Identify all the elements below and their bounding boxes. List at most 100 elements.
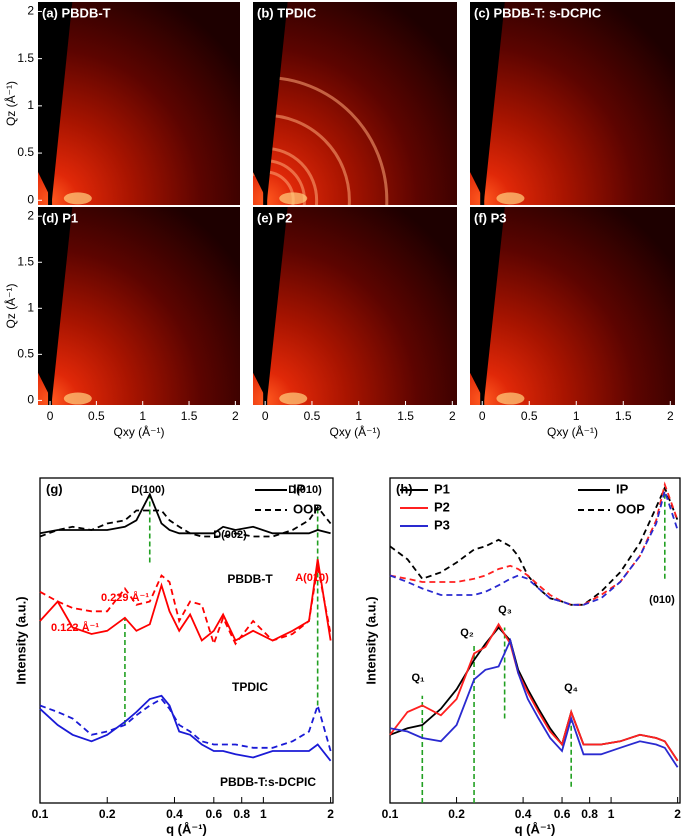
annotation: Q₄ (564, 682, 578, 694)
bright-spot (279, 392, 308, 405)
y-tick-label: 0.5 (17, 145, 34, 159)
heatmap-panel (253, 2, 457, 205)
x-tick-label: 2 (232, 409, 239, 423)
curve-oop (39, 505, 332, 538)
panel-title: (b) TPDIC (257, 5, 317, 20)
heatmap-panel (470, 207, 675, 405)
bright-spot (63, 192, 92, 205)
beamstop (480, 383, 485, 405)
y-tick-label: 0.5 (17, 347, 34, 361)
legend-label: OOP (616, 501, 645, 516)
heatmap-background (38, 2, 240, 205)
x-tick-label: 2 (667, 409, 674, 423)
x-tick-label: 0.8 (233, 807, 250, 821)
legend-label: IP (616, 481, 629, 496)
bright-spot (496, 192, 525, 205)
x-tick-label: 0.1 (382, 807, 399, 821)
y-axis-label: Qz (Å⁻¹) (3, 81, 18, 126)
beamstop (48, 183, 53, 205)
curve-ip (39, 559, 332, 642)
curve-label: PBDB-T:s-DCPIC (220, 775, 316, 789)
panel-title: (d) P1 (42, 210, 78, 225)
curve-oop (389, 487, 679, 606)
annotation: A(010) (295, 572, 329, 584)
heatmap-background (470, 2, 675, 205)
y-tick-label: 0 (27, 393, 34, 407)
heatmap-panel (470, 2, 675, 205)
missing-wedge (38, 207, 73, 401)
x-tick-label: 0.5 (88, 409, 105, 423)
curve-ip (389, 622, 679, 762)
heatmap-background (253, 207, 457, 405)
curve-ip (39, 694, 332, 762)
x-tick-label: 0.5 (521, 409, 538, 423)
x-tick-label: 0.1 (32, 807, 49, 821)
curve-oop (389, 485, 679, 606)
x-tick-label: 1.5 (615, 409, 632, 423)
missing-wedge (253, 2, 288, 201)
curve-oop (389, 481, 679, 606)
curve-oop (39, 565, 332, 647)
x-tick-label: 2 (674, 807, 681, 821)
x-tick-label: 1.5 (181, 409, 198, 423)
y-tick-label: 1.5 (17, 254, 34, 268)
legend-label: P1 (434, 481, 450, 496)
panel-title: (a) PBDB-T (42, 5, 111, 20)
x-tick-label: 2 (327, 807, 334, 821)
y-tick-label: 0 (27, 192, 34, 206)
y-tick-label: 1 (27, 98, 34, 112)
x-tick-label: 1.5 (397, 409, 414, 423)
curve-oop (39, 697, 332, 752)
annotation: 0.122 Å⁻¹ (51, 621, 99, 634)
x-tick-label: 0.6 (554, 807, 571, 821)
heatmap-panel (38, 2, 240, 205)
x-tick-label: 1 (139, 409, 146, 423)
panel-title: (h) (396, 481, 413, 496)
x-tick-label: 1 (260, 807, 267, 821)
plot-frame (39, 477, 334, 804)
x-axis-label: Qxy (Å⁻¹) (330, 424, 381, 439)
x-tick-label: 0.2 (99, 807, 116, 821)
y-axis-label: Intensity (a.u.) (363, 596, 378, 684)
panel-title: (g) (46, 481, 63, 496)
y-tick-label: 1.5 (17, 51, 34, 65)
y-tick-label: 2 (27, 4, 34, 18)
beamstop (48, 383, 53, 405)
x-tick-label: 0.8 (581, 807, 598, 821)
heatmap-panel (38, 207, 240, 405)
bright-spot (496, 392, 525, 405)
beamstop (263, 183, 268, 205)
x-tick-label: 0.4 (515, 807, 532, 821)
panel-title: (f) P3 (474, 210, 507, 225)
x-tick-label: 0 (262, 409, 269, 423)
annotation: Q₁ (411, 672, 425, 684)
x-tick-label: 0.5 (304, 409, 321, 423)
bright-spot (63, 392, 92, 405)
missing-wedge (253, 207, 288, 401)
x-axis-label: q (Å⁻¹) (515, 821, 556, 836)
curve-ip (39, 492, 331, 535)
curve-label: PBDB-T (227, 572, 273, 586)
missing-wedge (38, 2, 73, 201)
x-tick-label: 0 (47, 409, 54, 423)
heatmap-background (38, 207, 240, 405)
legend-label: OOP (293, 501, 322, 516)
x-tick-label: 0 (479, 409, 486, 423)
legend-label: IP (293, 481, 306, 496)
annotation: (010) (649, 594, 675, 606)
beamstop (480, 183, 485, 205)
x-axis-label: Qxy (Å⁻¹) (114, 424, 165, 439)
annotation: 0.229 Å⁻¹ (101, 591, 149, 604)
x-tick-label: 1 (355, 409, 362, 423)
missing-wedge (470, 207, 505, 401)
beamstop (263, 383, 268, 405)
x-tick-label: 0.4 (166, 807, 183, 821)
annotation: Q₂ (460, 627, 474, 639)
y-axis-label: Intensity (a.u.) (13, 596, 28, 684)
heatmap-panel (253, 207, 457, 405)
y-axis-label: Qz (Å⁻¹) (3, 284, 18, 329)
annotation: D(100) (131, 484, 165, 496)
panel-title: (e) P2 (257, 210, 292, 225)
x-tick-label: 2 (449, 409, 456, 423)
plot-frame (389, 477, 681, 804)
